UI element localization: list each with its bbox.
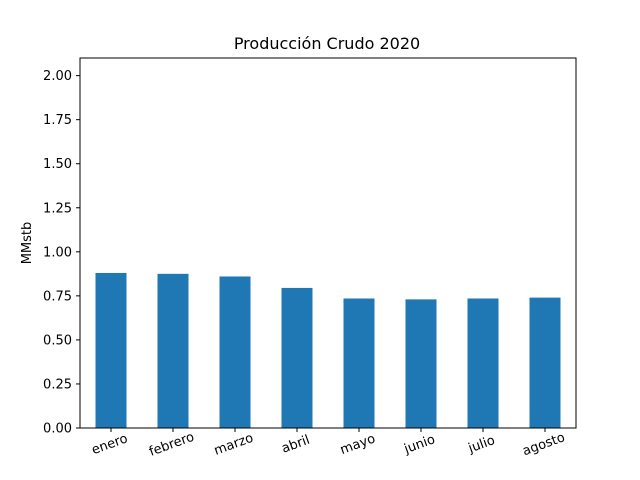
bar-enero xyxy=(95,272,127,428)
y-tick-label: 0.00 xyxy=(43,422,72,437)
bar-marzo xyxy=(219,276,251,428)
bar-junio xyxy=(405,299,437,428)
x-tick-label: abril xyxy=(280,433,312,457)
plot-frame xyxy=(79,57,577,429)
y-tick-label: 0.75 xyxy=(43,289,72,304)
y-tick-label: 2.00 xyxy=(43,69,72,84)
x-tick-label: marzo xyxy=(212,431,255,459)
y-tick-label: 0.25 xyxy=(43,377,72,392)
y-tick-label: 1.00 xyxy=(43,245,72,260)
x-tick-label: junio xyxy=(401,432,437,457)
x-tick-label: enero xyxy=(90,431,130,458)
x-tick-label: agosto xyxy=(521,430,568,459)
x-axis: enero febrero marzo abril mayo junio julio agos… xyxy=(90,428,567,460)
bar-agosto xyxy=(529,297,561,428)
bar-julio xyxy=(467,298,499,428)
bar-mayo xyxy=(343,298,375,428)
x-tick-label: mayo xyxy=(338,431,377,458)
y-tick-label: 0.50 xyxy=(43,333,72,348)
bar-abril xyxy=(281,287,313,428)
x-tick-label: febrero xyxy=(147,430,196,460)
y-tick-label: 1.25 xyxy=(43,201,72,216)
y-axis: 0.00 0.25 0.50 0.75 1.00 1.25 1.50 1.75 2.00 xyxy=(43,69,80,437)
bar-febrero xyxy=(157,273,189,428)
bars-group xyxy=(95,272,561,428)
chart-title: Producción Crudo 2020 xyxy=(234,34,420,53)
y-tick-label: 1.50 xyxy=(43,157,72,172)
x-tick-label: julio xyxy=(466,433,498,457)
y-tick-label: 1.75 xyxy=(43,113,72,128)
y-axis-label: MMstb xyxy=(20,222,35,265)
